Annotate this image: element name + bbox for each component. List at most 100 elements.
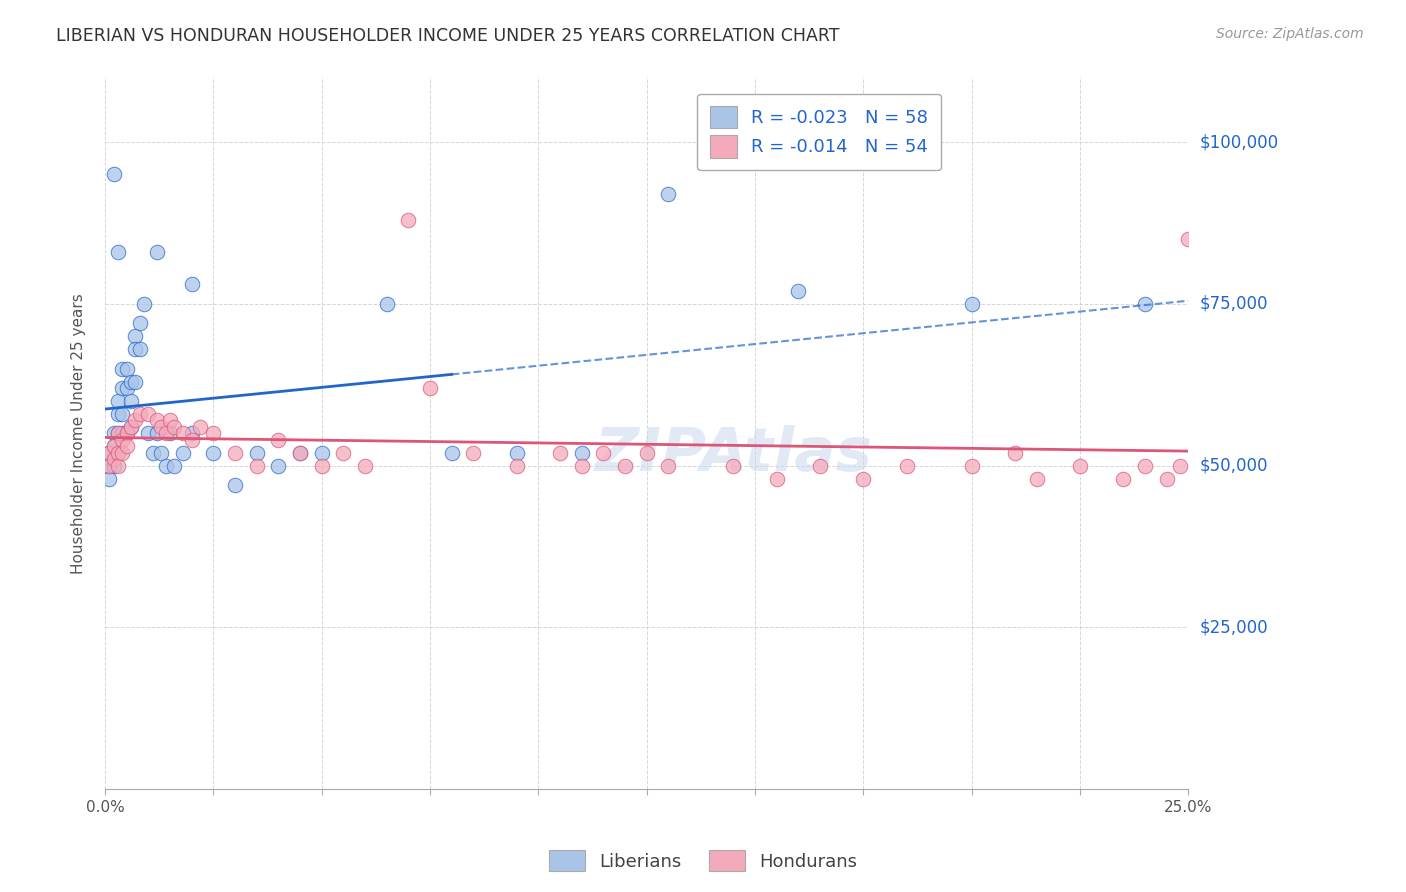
Point <box>765 472 787 486</box>
Point <box>571 458 593 473</box>
Point <box>548 446 571 460</box>
Point <box>124 329 146 343</box>
Point <box>128 407 150 421</box>
Point <box>1025 472 1047 486</box>
Point <box>1112 472 1135 486</box>
Text: Source: ZipAtlas.com: Source: ZipAtlas.com <box>1216 27 1364 41</box>
Point <box>288 446 311 460</box>
Point <box>128 342 150 356</box>
Point <box>657 186 679 201</box>
Point <box>146 426 169 441</box>
Point <box>180 426 202 441</box>
Text: LIBERIAN VS HONDURAN HOUSEHOLDER INCOME UNDER 25 YEARS CORRELATION CHART: LIBERIAN VS HONDURAN HOUSEHOLDER INCOME … <box>56 27 839 45</box>
Point <box>172 426 194 441</box>
Point <box>808 458 831 473</box>
Point <box>155 458 177 473</box>
Point <box>136 407 159 421</box>
Point <box>311 458 333 473</box>
Text: $25,000: $25,000 <box>1199 618 1268 636</box>
Point <box>120 419 142 434</box>
Point <box>124 375 146 389</box>
Point <box>115 381 138 395</box>
Point <box>1133 458 1156 473</box>
Legend: R = -0.023   N = 58, R = -0.014   N = 54: R = -0.023 N = 58, R = -0.014 N = 54 <box>697 94 941 170</box>
Point <box>98 458 121 473</box>
Point <box>142 446 165 460</box>
Point <box>592 446 614 460</box>
Point <box>107 407 129 421</box>
Point <box>463 446 485 460</box>
Point <box>103 168 125 182</box>
Point <box>246 446 269 460</box>
Text: $100,000: $100,000 <box>1199 133 1278 151</box>
Point <box>159 413 181 427</box>
Point <box>107 245 129 260</box>
Point <box>103 439 125 453</box>
Point <box>120 419 142 434</box>
Point <box>163 458 186 473</box>
Point <box>115 439 138 453</box>
Point <box>246 458 269 473</box>
Point <box>103 439 125 453</box>
Point <box>107 446 129 460</box>
Point <box>267 433 290 447</box>
Point <box>354 458 377 473</box>
Point <box>111 381 134 395</box>
Point <box>124 342 146 356</box>
Point <box>111 407 134 421</box>
Point <box>107 458 129 473</box>
Point <box>98 458 121 473</box>
Text: $50,000: $50,000 <box>1199 457 1268 475</box>
Point <box>202 446 225 460</box>
Point <box>375 297 398 311</box>
Point <box>440 446 463 460</box>
Point <box>224 478 246 492</box>
Point <box>636 446 658 460</box>
Point <box>1069 458 1091 473</box>
Point <box>188 419 211 434</box>
Point <box>960 297 983 311</box>
Point <box>107 426 129 441</box>
Point <box>155 426 177 441</box>
Point <box>98 446 121 460</box>
Point <box>896 458 918 473</box>
Point <box>103 426 125 441</box>
Point <box>1177 232 1199 246</box>
Point <box>146 413 169 427</box>
Point <box>172 446 194 460</box>
Point <box>128 316 150 330</box>
Point <box>1004 446 1026 460</box>
Point <box>98 446 121 460</box>
Point <box>136 426 159 441</box>
Point <box>120 375 142 389</box>
Point <box>159 426 181 441</box>
Point <box>146 245 169 260</box>
Point <box>852 472 875 486</box>
Point <box>120 393 142 408</box>
Point <box>150 446 173 460</box>
Point <box>107 393 129 408</box>
Point <box>202 426 225 441</box>
Point <box>107 426 129 441</box>
Text: $75,000: $75,000 <box>1199 295 1268 313</box>
Text: ZIPAtlas: ZIPAtlas <box>595 425 872 484</box>
Legend: Liberians, Hondurans: Liberians, Hondurans <box>541 843 865 879</box>
Y-axis label: Householder Income Under 25 years: Householder Income Under 25 years <box>72 293 86 574</box>
Point <box>571 446 593 460</box>
Point <box>224 446 246 460</box>
Point <box>107 446 129 460</box>
Point <box>150 419 173 434</box>
Point <box>787 284 810 298</box>
Point <box>1156 472 1178 486</box>
Point <box>115 426 138 441</box>
Point <box>163 419 186 434</box>
Point <box>115 426 138 441</box>
Point <box>723 458 745 473</box>
Point <box>614 458 637 473</box>
Point <box>505 458 527 473</box>
Point <box>419 381 441 395</box>
Point <box>1168 458 1191 473</box>
Point <box>960 458 983 473</box>
Point <box>180 433 202 447</box>
Point <box>311 446 333 460</box>
